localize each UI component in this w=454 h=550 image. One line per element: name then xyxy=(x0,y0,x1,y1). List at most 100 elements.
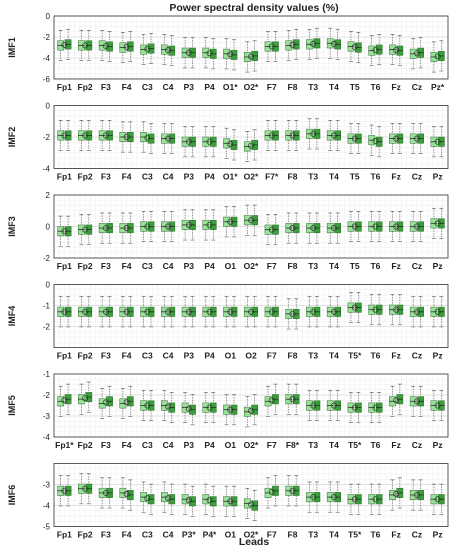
mean-marker xyxy=(413,492,420,498)
mean-marker xyxy=(227,51,234,58)
lead-label: F7 xyxy=(267,82,277,92)
lead-label: P4 xyxy=(204,351,215,361)
lead-label: Fp1 xyxy=(57,261,72,271)
panel-imf6: -5 -4 -3 IMF6 Fp1 Fp2 F3 F4 C3 C4 P3* P4* O1 O2* F7 F8 T… xyxy=(7,463,449,540)
mean-marker xyxy=(144,402,151,409)
y-tick-label: 2 xyxy=(46,191,51,200)
mean-marker xyxy=(434,402,441,409)
mean-marker xyxy=(227,308,234,315)
lead-label: F7 xyxy=(267,351,277,361)
lead-label: F8 xyxy=(288,172,298,182)
lead-label: C4 xyxy=(163,440,174,450)
mean-marker xyxy=(185,405,192,412)
mean-marker xyxy=(351,496,358,503)
lead-label: Fz xyxy=(391,82,400,92)
lead-label: O1* xyxy=(223,172,238,182)
mean-marker xyxy=(227,406,234,413)
lead-label: T5 xyxy=(350,261,360,271)
mean-marker xyxy=(351,44,358,50)
mean-marker xyxy=(372,306,379,313)
mean-marker xyxy=(434,138,441,145)
mean-marker xyxy=(102,308,109,315)
y-tick-label: -4 xyxy=(43,502,51,511)
lead-label: Cz xyxy=(412,82,422,92)
lead-label: Cz xyxy=(412,530,422,540)
mean-marker xyxy=(82,132,89,139)
mean-marker xyxy=(268,488,275,495)
panel-label: IMF6 xyxy=(7,485,17,506)
panel-label: IMF1 xyxy=(7,37,17,58)
lead-label: P3 xyxy=(184,440,195,450)
y-tick-label: -4 xyxy=(43,433,51,442)
lead-label: Cz xyxy=(412,440,422,450)
lead-label: Cz xyxy=(412,172,422,182)
y-tick-label: -2 xyxy=(43,254,51,263)
mean-marker xyxy=(123,225,130,232)
mean-marker xyxy=(310,308,317,315)
lead-label: Fz xyxy=(391,351,400,361)
lead-label: O1 xyxy=(225,351,237,361)
lead-label: O1* xyxy=(223,82,238,92)
plot-frame xyxy=(53,15,449,80)
lead-label: Fp1* xyxy=(55,440,74,450)
y-tick-label: -6 xyxy=(43,75,51,84)
mean-marker xyxy=(330,308,337,315)
mean-marker xyxy=(165,308,172,315)
lead-label: T3 xyxy=(308,82,318,92)
mean-marker xyxy=(393,223,400,230)
lead-label: F4 xyxy=(122,82,132,92)
mean-marker xyxy=(413,50,420,57)
lead-label: P4 xyxy=(204,172,215,182)
mean-marker xyxy=(393,491,400,497)
lead-label: F3 xyxy=(101,351,111,361)
lead-label: C4 xyxy=(163,261,174,271)
mean-marker xyxy=(144,134,151,141)
lead-label: Fp2 xyxy=(78,172,93,182)
lead-label: T4 xyxy=(329,440,339,450)
lead-label: Pz xyxy=(433,261,443,271)
lead-label: C3 xyxy=(142,530,153,540)
mean-marker xyxy=(144,46,151,53)
lead-label: F8 xyxy=(288,261,298,271)
mean-marker xyxy=(61,41,68,48)
lead-label: F8* xyxy=(286,440,300,450)
lead-label: Fz xyxy=(391,261,400,271)
lead-label: P4 xyxy=(204,261,215,271)
lead-label: F4 xyxy=(122,351,132,361)
lead-label: F3 xyxy=(101,172,111,182)
mean-marker xyxy=(289,487,296,494)
lead-label: O1 xyxy=(225,440,237,450)
mean-marker xyxy=(330,494,337,501)
chart-title: Power spectral density values (%) xyxy=(169,2,338,14)
mean-marker xyxy=(393,397,400,404)
lead-label: C4 xyxy=(163,530,174,540)
mean-marker xyxy=(61,487,68,494)
mean-marker xyxy=(185,49,192,56)
lead-label: Fz xyxy=(391,172,400,182)
mean-marker xyxy=(123,308,130,315)
lead-label: Fp1 xyxy=(57,172,72,182)
plot-frame xyxy=(53,194,449,259)
mean-marker xyxy=(61,132,68,139)
lead-label: Fz xyxy=(391,530,400,540)
panel-imf4: -2 -1 0 IMF4 Fp1 Fp2 F3 F4 C3 C4 P3 P4 O1 O2 F7 F8 T3 T4 T… xyxy=(7,281,449,361)
mean-marker xyxy=(268,397,275,404)
mean-marker xyxy=(434,496,441,503)
mean-marker xyxy=(82,42,89,49)
mean-marker xyxy=(268,226,275,233)
mean-marker xyxy=(227,218,234,225)
lead-label: T4 xyxy=(329,351,339,361)
lead-label: T6 xyxy=(370,82,380,92)
lead-label: T3 xyxy=(308,530,318,540)
y-tick-label: -1 xyxy=(43,370,51,379)
lead-label: Fp2 xyxy=(78,82,93,92)
mean-marker xyxy=(102,489,109,496)
lead-label: F3 xyxy=(101,440,111,450)
lead-label: Fp1 xyxy=(57,530,72,540)
lead-label: Fz xyxy=(391,440,400,450)
mean-marker xyxy=(206,50,213,57)
mean-marker xyxy=(144,308,151,315)
lead-label: P4 xyxy=(204,82,215,92)
mean-marker xyxy=(227,141,234,148)
lead-label: T3 xyxy=(308,172,318,182)
